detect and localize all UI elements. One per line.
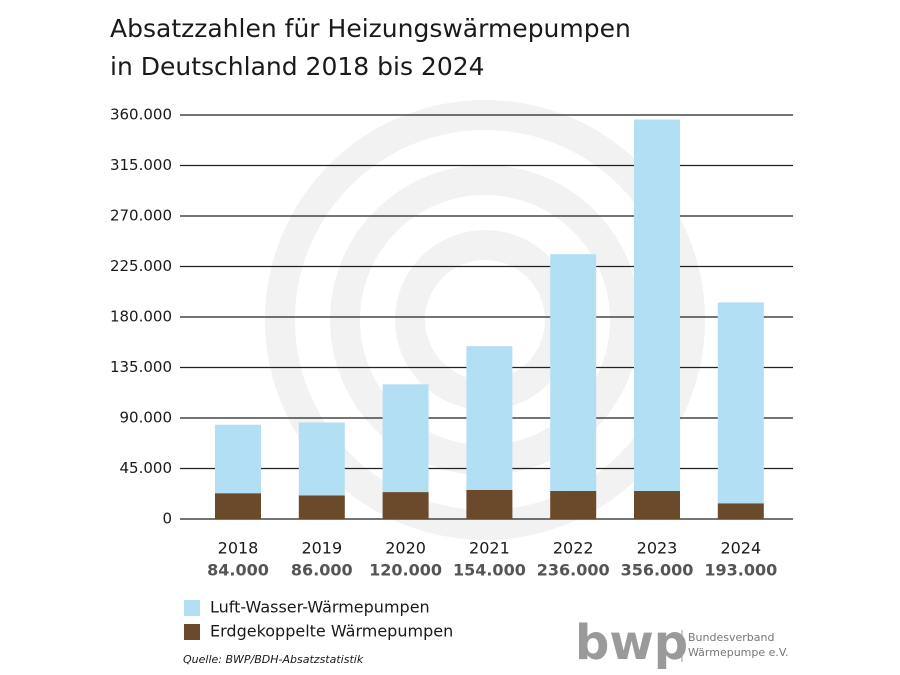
chart-title: in Deutschland 2018 bis 2024 [110, 52, 485, 81]
x-tick-label: 2020 [385, 539, 426, 558]
bar-segment [550, 254, 597, 491]
bar-segment [550, 490, 597, 519]
total-label: 356.000 [621, 561, 694, 580]
total-label: 154.000 [453, 561, 526, 580]
legend-swatch [184, 600, 200, 616]
bar-segment [466, 489, 513, 519]
total-label: 193.000 [704, 561, 777, 580]
legend-label: Luft-Wasser-Wärmepumpen [210, 598, 430, 617]
x-tick-label: 2023 [637, 539, 678, 558]
legend-label: Erdgekoppelte Wärmepumpen [210, 622, 453, 641]
x-tick-label: 2022 [553, 539, 594, 558]
total-label: 84.000 [207, 561, 269, 580]
x-tick-label: 2021 [469, 539, 510, 558]
bar-segment [466, 346, 513, 490]
y-tick-label: 315.000 [110, 156, 172, 174]
source: Quelle: BWP/BDH-Absatzstatistik [183, 653, 364, 666]
chart-title: Absatzzahlen für Heizungswärmepumpen [110, 14, 631, 43]
y-tick-label: 90.000 [120, 409, 173, 427]
total-label: 86.000 [291, 561, 353, 580]
y-tick-label: 360.000 [110, 106, 172, 124]
bar-segment [717, 503, 764, 519]
y-tick-label: 0 [162, 510, 172, 528]
bar-segment [298, 495, 345, 519]
bar-segment [634, 490, 680, 519]
y-tick-label: 180.000 [110, 308, 172, 326]
y-tick-label: 45.000 [120, 459, 173, 477]
bar-segment [215, 424, 261, 494]
logo-text: Bundesverband [688, 631, 774, 644]
bar-segment [215, 493, 261, 519]
y-tick-label: 135.000 [110, 358, 172, 376]
legend-swatch [184, 624, 200, 640]
bar-segment [634, 119, 680, 491]
bar-segment [298, 422, 345, 496]
y-tick-label: 270.000 [110, 207, 172, 225]
total-label: 236.000 [537, 561, 610, 580]
bar-segment [382, 384, 429, 493]
x-tick-label: 2019 [301, 539, 342, 558]
x-tick-label: 2024 [720, 539, 761, 558]
logo-mark: bwp [575, 615, 688, 671]
logo-text: Wärmepumpe e.V. [688, 646, 789, 659]
x-tick-label: 2018 [218, 539, 259, 558]
total-label: 120.000 [369, 561, 442, 580]
y-tick-label: 225.000 [110, 257, 172, 275]
bar-segment [717, 302, 764, 504]
bar-segment [382, 492, 429, 519]
